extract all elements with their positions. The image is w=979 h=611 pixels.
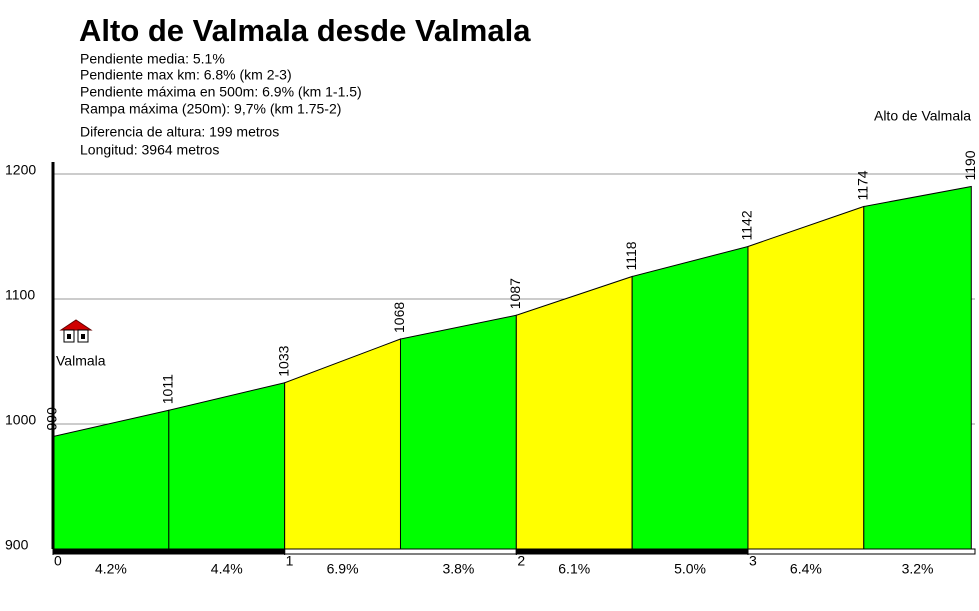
stat-note: Pendiente media: 5.1% bbox=[80, 51, 225, 67]
gradient-segment bbox=[747, 205, 865, 550]
elevation-label: 1033 bbox=[275, 345, 291, 376]
gradient-label: 3.2% bbox=[902, 561, 934, 577]
x-tick-label: 0 bbox=[54, 553, 62, 569]
gradient-segment bbox=[168, 382, 286, 550]
gradient-segment bbox=[399, 314, 517, 550]
km-bar bbox=[515, 548, 749, 555]
elevation-label: 1190 bbox=[962, 150, 978, 180]
elevation-label: 1118 bbox=[623, 241, 639, 270]
gradient-label: 3.8% bbox=[442, 561, 474, 577]
stat-note: Rampa máxima (250m): 9,7% (km 1.75-2) bbox=[80, 101, 341, 117]
gradient-label: 4.2% bbox=[95, 561, 127, 577]
chart-title: Alto de Valmala desde Valmala bbox=[79, 13, 531, 48]
x-tick-label: 3 bbox=[749, 553, 757, 569]
elevation-label: 1011 bbox=[160, 374, 176, 404]
stat-note: Pendiente máxima en 500m: 6.9% (km 1-1.5… bbox=[80, 84, 362, 100]
end-label: Alto de Valmala bbox=[874, 108, 971, 124]
y-tick-label: 1100 bbox=[5, 287, 35, 303]
y-tick-label: 900 bbox=[5, 537, 29, 553]
km-bar bbox=[284, 548, 517, 555]
km-bar bbox=[52, 548, 286, 555]
gradient-label: 6.4% bbox=[790, 561, 822, 577]
x-tick-label: 2 bbox=[517, 553, 525, 569]
stat-note: Pendiente max km: 6.8% (km 2-3) bbox=[80, 67, 292, 83]
km-bar bbox=[747, 548, 976, 555]
elevation-label: 1087 bbox=[507, 278, 523, 309]
stat-note: Diferencia de altura: 199 metros bbox=[80, 124, 279, 140]
y-tick-label: 1000 bbox=[5, 412, 36, 428]
gradient-segment bbox=[52, 409, 170, 550]
stat-note: Longitud: 3964 metros bbox=[80, 142, 219, 158]
x-tick-label: 1 bbox=[286, 553, 294, 569]
gradient-segment bbox=[284, 338, 401, 550]
gradient-label: 4.4% bbox=[211, 561, 243, 577]
gradient-label: 6.9% bbox=[327, 561, 359, 577]
start-icon bbox=[59, 319, 93, 343]
elevation-label: 1174 bbox=[855, 170, 871, 200]
start-label: Valmala bbox=[56, 353, 106, 369]
gradient-segment bbox=[631, 245, 749, 550]
gradient-label: 6.1% bbox=[558, 561, 590, 577]
gradient-segment bbox=[863, 185, 972, 550]
gradient-label: 5.0% bbox=[674, 561, 706, 577]
y-tick-label: 1200 bbox=[5, 162, 36, 178]
elevation-label: 1142 bbox=[739, 210, 755, 240]
elevation-label: 1068 bbox=[391, 302, 407, 333]
gradient-segment bbox=[515, 275, 633, 550]
